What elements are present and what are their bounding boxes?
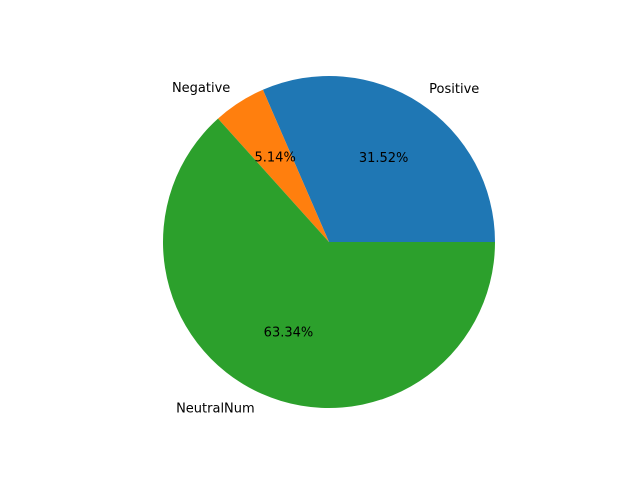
slice-percent-neutralnum: 63.34% [264,325,314,340]
slice-label-positive: Positive [429,82,479,97]
slice-percent-positive: 31.52% [359,151,409,166]
pie-slices [163,75,495,409]
pie-slice-positive [262,75,495,242]
slice-label-neutralnum: NeutralNum [176,401,255,416]
slice-percent-negative: 5.14% [255,151,296,166]
pie-slice-neutralnum [163,118,495,409]
pie-slice-negative [217,89,329,243]
slice-label-negative: Negative [172,81,230,96]
pie-labels: Positive 31.52% Negative 5.14% NeutralNum 63.… [172,81,479,416]
